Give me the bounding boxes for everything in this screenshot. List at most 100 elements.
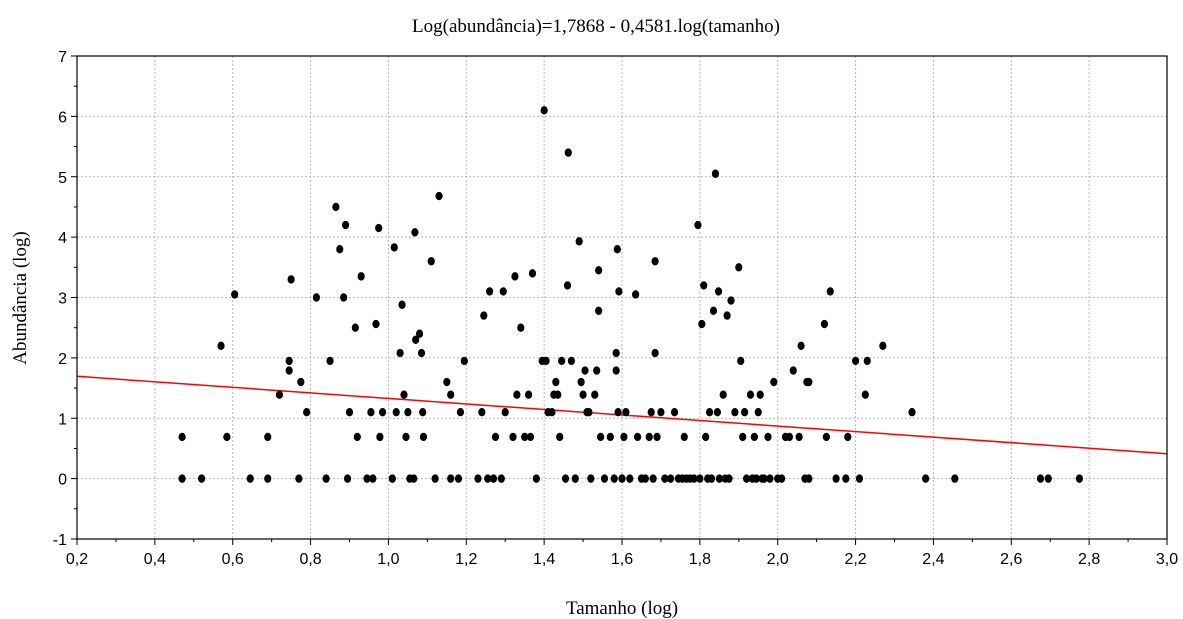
data-point (832, 474, 840, 483)
data-point (649, 474, 657, 483)
data-point (513, 390, 521, 399)
data-point (709, 306, 718, 315)
data-point (474, 474, 482, 483)
data-point (651, 257, 659, 266)
data-point (737, 356, 745, 366)
data-point (575, 237, 583, 246)
data-point (731, 408, 739, 417)
data-point (651, 348, 659, 358)
data-point (351, 323, 359, 332)
data-point (480, 311, 488, 320)
data-point (197, 474, 206, 483)
data-point (497, 474, 505, 483)
data-point (612, 366, 620, 375)
x-tick-label: 2,6 (1000, 551, 1022, 568)
data-point (863, 356, 871, 366)
data-point (613, 245, 621, 254)
data-point (596, 432, 605, 442)
data-point (879, 341, 887, 350)
data-point (861, 390, 869, 399)
data-point (742, 474, 751, 483)
y-tick-label: 5 (58, 170, 67, 187)
data-point (696, 474, 704, 483)
data-point (633, 432, 642, 442)
data-point (632, 290, 640, 299)
data-point (618, 474, 626, 483)
data-points (178, 106, 1084, 483)
data-point (789, 366, 797, 375)
data-point (715, 474, 723, 483)
data-point (795, 432, 803, 442)
data-point (343, 474, 352, 483)
data-point (456, 408, 465, 417)
x-tick-label: 2,8 (1078, 551, 1100, 568)
data-point (770, 377, 778, 387)
data-point (332, 202, 340, 212)
data-point (326, 356, 334, 366)
x-axis-label: Tamanho (log) (566, 598, 678, 619)
data-point (579, 390, 587, 399)
data-point (478, 408, 486, 417)
data-point (591, 390, 599, 399)
x-tick-label: 0,4 (144, 551, 166, 568)
data-point (532, 474, 540, 483)
data-point (542, 356, 550, 366)
x-tick-label: 1,8 (689, 551, 711, 568)
grid (77, 56, 1167, 539)
data-point (707, 474, 716, 483)
x-tick-label: 1,6 (611, 551, 633, 568)
data-point (264, 432, 272, 442)
data-point (805, 474, 813, 483)
data-point (521, 432, 529, 442)
data-point (667, 474, 675, 483)
data-point (746, 390, 755, 399)
data-point (419, 408, 427, 417)
data-point (563, 281, 572, 290)
data-point (390, 243, 398, 252)
data-point (922, 474, 930, 483)
data-point (417, 348, 426, 358)
data-point (178, 432, 186, 442)
data-point (322, 474, 330, 483)
x-tick-label: 2,2 (844, 551, 866, 568)
data-point (698, 319, 706, 329)
data-point (558, 356, 566, 366)
data-point (443, 377, 451, 387)
axis-ticks (71, 55, 1168, 545)
data-point (524, 390, 533, 399)
data-point (486, 287, 494, 296)
data-point (585, 408, 593, 417)
data-point (735, 263, 743, 272)
data-point (178, 474, 186, 483)
y-tick-label: 1 (58, 411, 67, 428)
data-point (556, 432, 564, 442)
data-point (460, 356, 468, 366)
data-point (700, 281, 708, 290)
data-point (778, 474, 786, 483)
data-point (223, 432, 231, 442)
data-point (647, 408, 655, 417)
x-tick-labels: 0,2 0,4 0,6 0,8 1,0 1,2 1,4 1,6 1,8 2,0 2,2 2,4 2,6 2… (66, 551, 1178, 568)
data-point (657, 408, 665, 417)
data-point (641, 474, 649, 483)
data-point (567, 356, 575, 366)
data-point (275, 390, 284, 399)
data-point (653, 432, 661, 442)
data-point (690, 474, 698, 483)
data-point (614, 408, 622, 417)
data-point (844, 432, 852, 442)
data-point (312, 293, 321, 302)
data-point (367, 408, 375, 417)
data-point (375, 223, 383, 233)
data-point (297, 377, 305, 387)
data-point (378, 408, 387, 417)
data-point (711, 169, 720, 178)
data-point (645, 432, 653, 442)
data-point (552, 377, 560, 387)
data-point (719, 390, 727, 399)
data-point (264, 474, 272, 483)
data-point (548, 408, 556, 417)
data-point (571, 474, 579, 483)
y-tick-label: -1 (53, 532, 67, 549)
x-tick-label: 1,2 (455, 551, 477, 568)
